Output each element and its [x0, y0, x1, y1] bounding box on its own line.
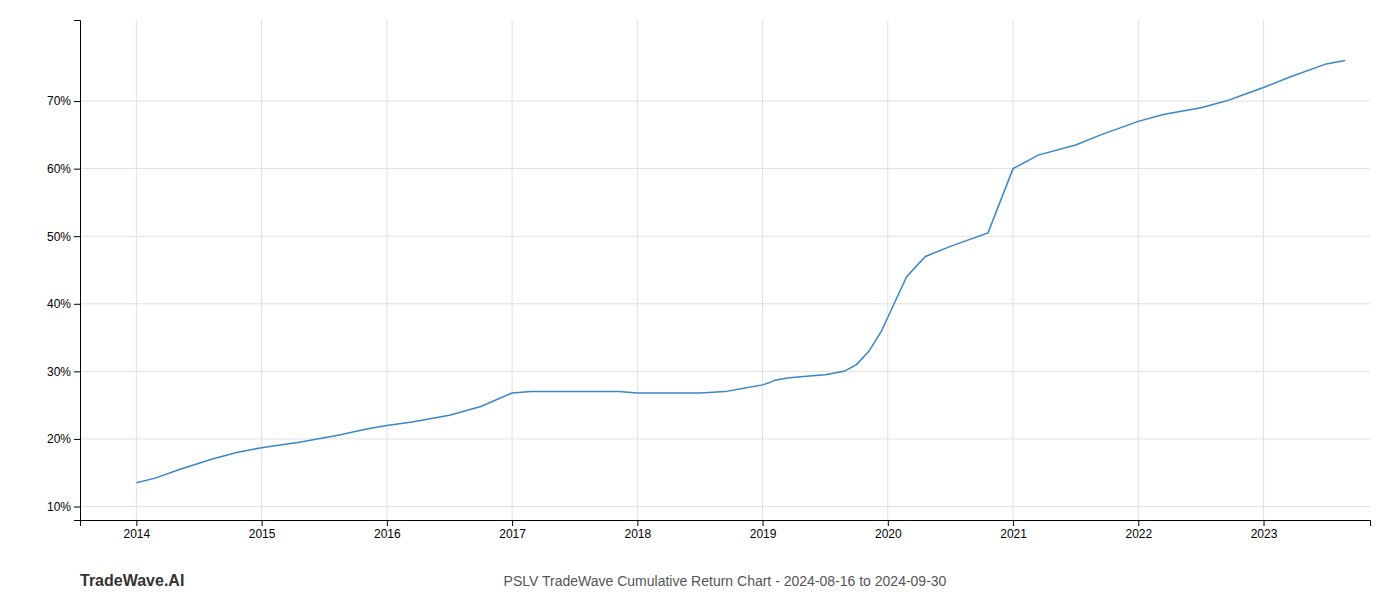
- tick-mark: [763, 520, 764, 526]
- x-tick: 2017: [499, 520, 526, 541]
- tick-label: 2020: [875, 527, 902, 541]
- tick-mark: [637, 520, 638, 526]
- grid-line-x: [512, 20, 513, 520]
- tick-mark: [1138, 520, 1139, 526]
- tick-label: 2021: [1000, 527, 1027, 541]
- tick-label: 2017: [499, 527, 526, 541]
- x-tick: 2014: [124, 520, 151, 541]
- tick-mark: [74, 439, 80, 440]
- grid-line-y: [80, 168, 1370, 169]
- y-tick: 60%: [47, 162, 80, 176]
- grid: [80, 20, 1370, 520]
- x-axis: 2014 2015 2016 2017 2018 2019 2020 2021 2022 2023: [81, 520, 1371, 541]
- watermark: TradeWave.AI: [80, 572, 184, 589]
- grid-line-x: [1138, 20, 1139, 520]
- tick-mark: [262, 520, 263, 526]
- grid-line-y: [80, 371, 1370, 372]
- x-tick: 2015: [249, 520, 276, 541]
- grid-line-x: [1013, 20, 1014, 520]
- tick-mark: [74, 101, 80, 102]
- grid-line-x: [637, 20, 638, 520]
- tick-mark: [888, 520, 889, 526]
- x-tick: 2023: [1251, 520, 1278, 541]
- tick-mark: [74, 506, 80, 507]
- grid-line-x: [762, 20, 763, 520]
- plot: 2014 2015 2016 2017 2018 2019 2020 2021 2022 2023…: [47, 20, 1371, 541]
- x-tick: 2016: [374, 520, 401, 541]
- tick-mark: [74, 304, 80, 305]
- y-tick: 30%: [47, 365, 80, 379]
- tick-label: 2015: [249, 527, 276, 541]
- grid-line-y: [80, 506, 1370, 507]
- tick-label: 2016: [374, 527, 401, 541]
- tick-label: 70%: [47, 94, 71, 108]
- tick-mark: [74, 169, 80, 170]
- y-tick: 40%: [47, 297, 80, 311]
- line: [136, 61, 1345, 483]
- y-tick: 20%: [47, 432, 80, 446]
- tick-label: 30%: [47, 365, 71, 379]
- x-tick: 2020: [875, 520, 902, 541]
- tick-label: 60%: [47, 162, 71, 176]
- tick-mark: [74, 236, 80, 237]
- tick-label: 50%: [47, 230, 71, 244]
- x-tick: 2018: [624, 520, 651, 541]
- title: PSLV TradeWave Cumulative Return Chart -…: [504, 573, 947, 589]
- grid-line-x: [261, 20, 262, 520]
- y-tick: 50%: [47, 230, 80, 244]
- tick-label: 2019: [750, 527, 777, 541]
- tick-mark: [136, 520, 137, 526]
- tick-label: 10%: [47, 500, 71, 514]
- x-tick: 2021: [1000, 520, 1027, 541]
- tick-mark: [512, 520, 513, 526]
- tick-mark: [74, 371, 80, 372]
- axis-line: [74, 21, 81, 521]
- marks: [136, 61, 1345, 483]
- tick-mark: [387, 520, 388, 526]
- tick-label: 2014: [124, 527, 151, 541]
- axis-line: [81, 521, 1371, 527]
- tick-mark: [1013, 520, 1014, 526]
- chart: 2014 2015 2016 2017 2018 2019 2020 2021 2022 2023…: [0, 0, 1400, 600]
- tick-mark: [1264, 520, 1265, 526]
- grid-line-y: [80, 303, 1370, 304]
- tick-label: 2018: [624, 527, 651, 541]
- grid-line-y: [80, 438, 1370, 439]
- grid-line-y: [80, 236, 1370, 237]
- y-tick: 10%: [47, 500, 80, 514]
- x-tick: 2022: [1125, 520, 1152, 541]
- tick-label: 20%: [47, 432, 71, 446]
- tick-label: 2023: [1251, 527, 1278, 541]
- x-tick: 2019: [750, 520, 777, 541]
- y-axis: 10% 20% 30% 40% 50% 60% 70%: [47, 21, 81, 521]
- grid-line-x: [1263, 20, 1264, 520]
- y-tick: 70%: [47, 94, 80, 108]
- grid-line-y: [80, 101, 1370, 102]
- tick-label: 2022: [1125, 527, 1152, 541]
- grid-line-x: [386, 20, 387, 520]
- grid-line-x: [136, 20, 137, 520]
- tick-label: 40%: [47, 297, 71, 311]
- grid-line-x: [887, 20, 888, 520]
